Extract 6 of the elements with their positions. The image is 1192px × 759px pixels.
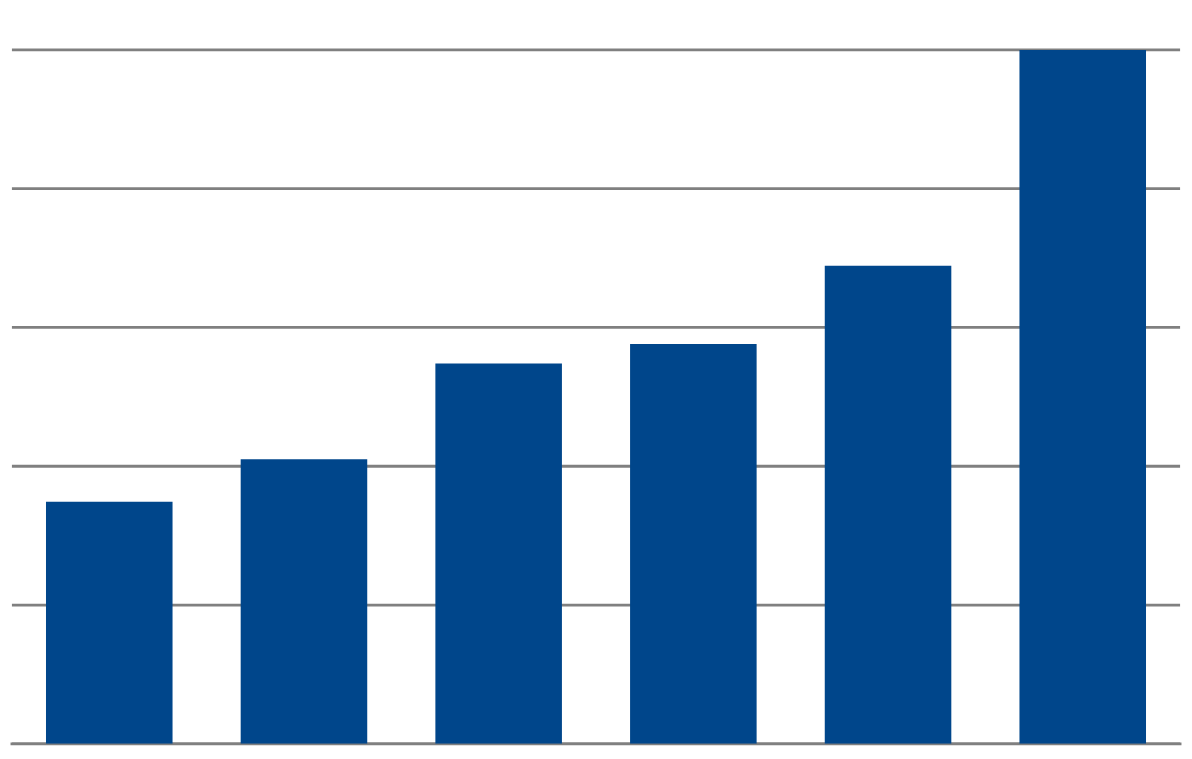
bar <box>824 265 952 744</box>
bar <box>45 501 173 744</box>
bar <box>1019 49 1147 744</box>
bar <box>240 459 368 744</box>
bar <box>630 344 757 744</box>
bar <box>435 363 562 744</box>
